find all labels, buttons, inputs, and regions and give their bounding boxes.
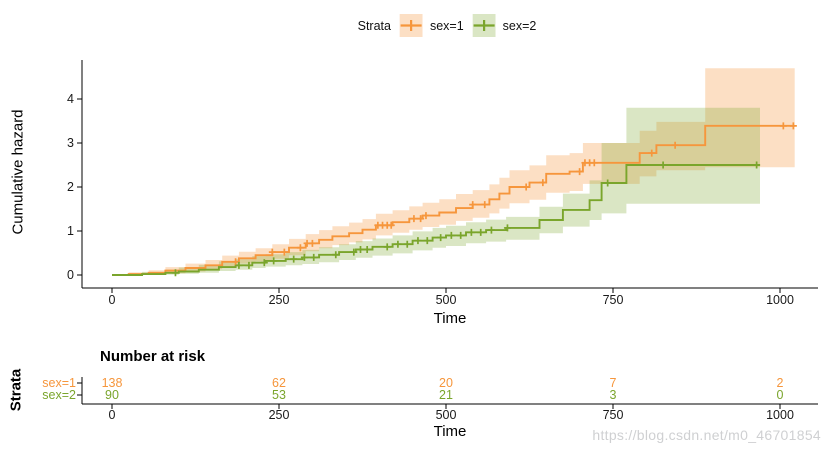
risk-x-tick-label: 1000	[766, 408, 794, 422]
legend-title: Strata	[357, 18, 391, 33]
x-tick-label: 500	[435, 293, 457, 307]
risk-x-tick-label: 500	[435, 408, 457, 422]
x-tick-label: 0	[108, 293, 116, 307]
risk-table-title: Number at risk	[100, 348, 206, 365]
risk-count: 21	[439, 388, 453, 402]
legend-key-sex2-icon	[472, 14, 496, 37]
risk-count: 62	[272, 376, 286, 390]
risk-x-tick-label: 250	[268, 408, 290, 422]
legend: Strata sex=1 sex=2	[357, 14, 537, 37]
risk-count: 20	[439, 376, 453, 390]
y-axis-title: Cumulative hazard	[9, 109, 27, 235]
y-tick-label: 0	[67, 268, 74, 282]
x-tick-label: 250	[268, 293, 290, 307]
risk-row-label-sex=2: sex=2	[42, 388, 76, 402]
risk-count: 90	[105, 388, 119, 402]
y-tick-label: 3	[67, 136, 74, 150]
y-tick-label: 1	[67, 224, 74, 238]
watermark: https://blog.csdn.net/m0_46701854	[592, 427, 821, 443]
risk-x-tick-label: 0	[108, 408, 116, 422]
legend-item-sex2-label: sex=2	[502, 18, 537, 33]
risk-table-axis-title: Strata	[7, 368, 25, 412]
risk-count: 138	[101, 376, 123, 390]
risk-x-tick-label: 750	[602, 408, 624, 422]
risk-count: 3	[609, 388, 617, 402]
legend-key-sex1-icon	[399, 14, 423, 37]
legend-item-sex1[interactable]: sex=1	[399, 14, 464, 37]
y-tick-label: 2	[67, 180, 74, 194]
risk-table-x-axis-title: Time	[433, 423, 467, 440]
risk-count: 7	[609, 376, 617, 390]
confidence-band-sex=2	[112, 107, 760, 275]
legend-item-sex2[interactable]: sex=2	[472, 14, 537, 37]
legend-item-sex1-label: sex=1	[429, 18, 464, 33]
risk-table-axes	[77, 377, 818, 409]
main-axes	[77, 60, 818, 293]
confidence-band-sex=1	[112, 68, 795, 275]
x-tick-label: 1000	[766, 293, 794, 307]
censor-marks-sex=1	[232, 122, 797, 266]
risk-count: 0	[776, 388, 784, 402]
censor-marks-sex=2	[171, 161, 761, 277]
risk-count: 53	[272, 388, 286, 402]
risk-row-label-sex=1: sex=1	[42, 376, 76, 390]
x-axis-title: Time	[433, 310, 467, 327]
risk-count: 2	[776, 376, 784, 390]
x-tick-label: 750	[602, 293, 624, 307]
y-tick-label: 4	[67, 92, 74, 106]
